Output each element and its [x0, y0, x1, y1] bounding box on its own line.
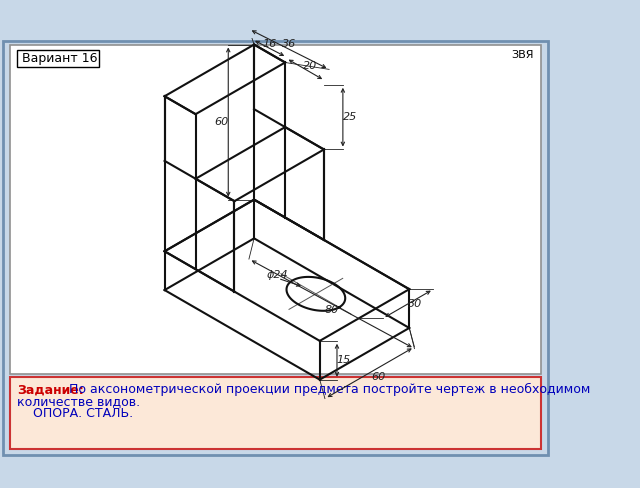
Text: ЗВЯ: ЗВЯ — [511, 50, 534, 60]
Text: 30: 30 — [408, 299, 422, 309]
Bar — [10, 377, 541, 449]
Bar — [10, 44, 541, 374]
Text: 25: 25 — [342, 112, 357, 122]
Text: 20: 20 — [303, 61, 317, 71]
Text: 80: 80 — [324, 305, 339, 315]
Bar — [17, 50, 99, 67]
Text: По аксонометрической проекции предмета постройте чертеж в необходимом: По аксонометрической проекции предмета п… — [65, 383, 590, 396]
Text: 60: 60 — [214, 117, 228, 127]
Text: Вариант 16: Вариант 16 — [22, 52, 97, 65]
Text: 15: 15 — [337, 355, 351, 365]
Text: 36: 36 — [282, 39, 296, 49]
Text: количестве видов.: количестве видов. — [17, 395, 140, 408]
Text: ОПОРА. СТАЛЬ.: ОПОРА. СТАЛЬ. — [17, 407, 133, 420]
Text: Задание:: Задание: — [17, 383, 84, 396]
Text: 16: 16 — [262, 39, 276, 49]
Text: 60: 60 — [371, 372, 385, 382]
Text: ϕ24: ϕ24 — [267, 270, 289, 280]
